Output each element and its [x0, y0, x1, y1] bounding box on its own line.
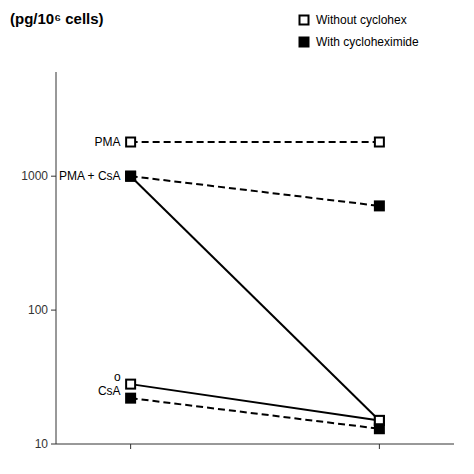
series-line: [131, 398, 380, 429]
y-axis-line: [56, 72, 57, 444]
chart: (pg/10⁶ cells) 10 100 1000 PMA PMA + CsA oCsA W…: [0, 0, 474, 474]
point-marker: [375, 201, 384, 210]
point-marker: [375, 424, 384, 433]
x-tick: [379, 444, 380, 449]
plot-area: [126, 138, 384, 434]
point-marker: [126, 172, 135, 181]
point-marker: [126, 138, 135, 147]
series-line: [131, 176, 380, 206]
y-tick-label: 10: [35, 437, 49, 451]
legend-label: Without cyclohex: [316, 13, 407, 27]
title: (pg/10⁶ cells): [10, 10, 104, 27]
annotation: o: [114, 370, 121, 384]
x-axis-line: [56, 444, 454, 445]
point-marker: [126, 172, 135, 181]
y-tick-label: 1000: [21, 169, 48, 183]
annotation: PMA + CsA: [59, 169, 121, 183]
y-tick: [51, 444, 56, 445]
legend-marker: [300, 16, 309, 25]
y-tick-label: 100: [28, 303, 48, 317]
x-tick: [130, 444, 131, 449]
series-line: [131, 176, 380, 420]
y-tick: [51, 310, 56, 311]
point-marker: [126, 380, 135, 389]
legend-label: With cycloheximide: [316, 35, 419, 49]
legend-marker: [300, 38, 309, 47]
legend: Without cyclohex With cycloheximide: [300, 13, 420, 49]
y-tick: [51, 176, 56, 177]
point-marker: [126, 394, 135, 403]
series-line: [131, 141, 380, 143]
annotation: PMA: [95, 135, 121, 149]
point-marker: [375, 138, 384, 147]
annotation: CsA: [98, 384, 121, 398]
